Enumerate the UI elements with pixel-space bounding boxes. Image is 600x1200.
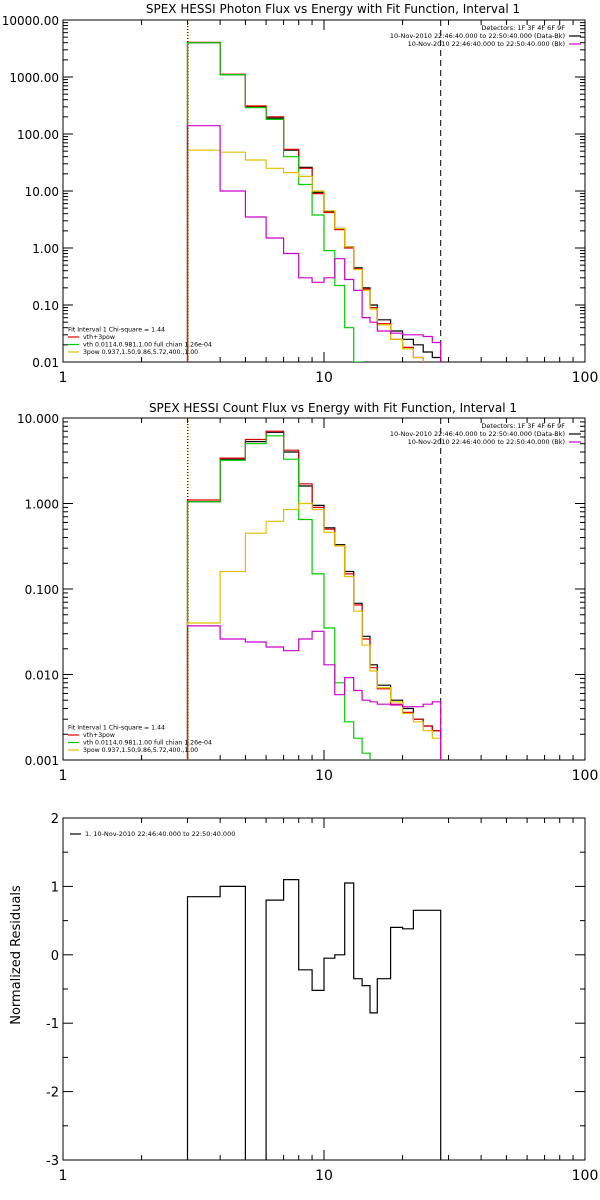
series-group: [186, 41, 442, 362]
y-tick-label: -2: [46, 1086, 59, 1101]
series-group: [186, 430, 442, 760]
y-tick-label: 100.00: [17, 128, 59, 142]
x-tick-label: 100: [572, 768, 599, 784]
residuals-panel: Normalized Residuals 1 10 100 -3 -2 -1 0 1 2 1. 1…: [9, 812, 598, 1184]
legend-top-left-text: 1. 10-Nov-2010 22:46:40.000 to 22:50:40.…: [85, 830, 235, 838]
y-tick-label: 10.00: [25, 185, 59, 199]
series-line-vth: [186, 435, 371, 760]
x-tick-label: 1: [59, 1168, 68, 1184]
legend-bottom-left-text: vth 0.0114,0.981,1.00 full chian 1.26e-0…: [83, 740, 212, 747]
legend-top-right-text: 10-Nov-2010 22:46:40.000 to 22:50:40.000…: [408, 40, 565, 48]
y-tick-label: 0.010: [25, 669, 59, 683]
count-flux-panel: SPEX HESSI Count Flux vs Energy with Fit…: [17, 401, 598, 784]
legend-bottom-left-text: 3pow 0.937,1.50,9.86,5.72,400.,1.00: [83, 349, 198, 356]
count-flux-title: SPEX HESSI Count Flux vs Energy with Fit…: [149, 401, 517, 415]
y-tick-label: 0: [51, 949, 59, 964]
y-tick-label: 10.000: [17, 412, 59, 426]
photon-flux-title: SPEX HESSI Photon Flux vs Energy with Fi…: [146, 2, 520, 16]
y-tick-label: 1.00: [32, 242, 59, 256]
y-tick-label: 10000.00: [2, 14, 59, 28]
y-tick-label: -3: [46, 1154, 59, 1169]
legend-bottom-left-text: vth+3pow: [83, 334, 115, 341]
series-line-vth: [186, 42, 363, 362]
legend-top-right-text: 10-Nov-2010 22:46:40.000 to 22:50:40.000…: [390, 430, 565, 438]
series-group: [186, 879, 442, 1160]
series-line-bk: [186, 625, 442, 760]
y-tick-label: 1.000: [25, 498, 59, 512]
x-tick-label: 1: [59, 370, 68, 386]
y-tick-label: 0.001: [25, 754, 59, 768]
x-tick-label: 10: [315, 1168, 333, 1184]
residuals-ylabel: Normalized Residuals: [9, 885, 24, 1025]
legend-bottom-left-text: Fit Interval 1 Chi-square = 1.44: [68, 327, 165, 334]
y-tick-label: 1: [51, 880, 59, 895]
series-line-bk: [186, 125, 442, 362]
y-tick-label: 0.100: [25, 583, 59, 597]
x-tick-label: 100: [572, 1168, 599, 1184]
y-tick-label: 2: [51, 812, 59, 827]
x-tick-label: 10: [315, 370, 333, 386]
x-tick-label: 100: [572, 370, 599, 386]
legend-bottom-left-text: vth 0.0114,0.981,1.00 full chian 1.26e-0…: [83, 342, 212, 349]
series-line-3pow: [186, 149, 424, 362]
legend-top-right-text: 10-Nov-2010 22:46:40.000 to 22:50:40.000…: [390, 32, 565, 40]
legend-bottom-left-text: vth+3pow: [83, 732, 115, 739]
y-tick-label: -1: [46, 1017, 59, 1032]
y-tick-label: 0.10: [32, 299, 59, 313]
photon-flux-panel: SPEX HESSI Photon Flux vs Energy with Fi…: [2, 2, 599, 386]
series-line-residuals: [186, 879, 442, 1160]
legend-top-right-text: Detectors: 1F 3F 4F 6F 9F: [481, 422, 565, 430]
x-tick-label: 1: [59, 768, 68, 784]
legend-bottom-left-text: Fit Interval 1 Chi-square = 1.44: [68, 725, 165, 732]
y-tick-label: 0.01: [32, 356, 59, 370]
legend-bottom-left-text: 3pow 0.937,1.50,9.86,5.72,400.,1.00: [83, 747, 198, 754]
series-line-3pow: [186, 502, 442, 760]
y-tick-label: 1000.00: [9, 71, 59, 85]
legend-top-right-text: Detectors: 1F 3F 4F 6F 9F: [481, 24, 565, 32]
legend-top-right-text: 10-Nov-2010 22:46:40.000 to 22:50:40.000…: [408, 438, 565, 446]
x-tick-label: 10: [315, 768, 333, 784]
